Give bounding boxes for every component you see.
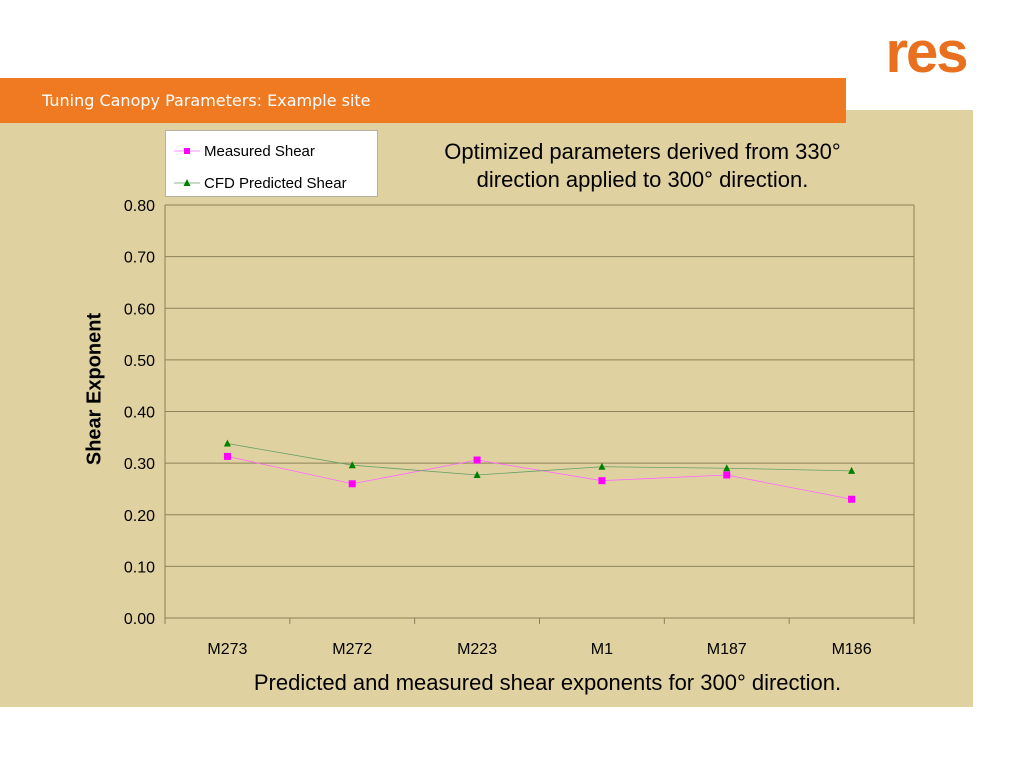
cfd-point — [723, 464, 731, 472]
measured-point — [473, 456, 481, 464]
y-tick-label: 0.50 — [124, 353, 155, 370]
y-tick-label: 0.60 — [124, 301, 155, 318]
x-tick-label: M272 — [332, 641, 372, 658]
y-tick-label: 0.00 — [124, 611, 155, 628]
series-line-cfd — [227, 443, 852, 476]
chart-title-line-1: Optimized parameters derived from 330° — [444, 139, 841, 164]
cfd-point — [473, 470, 481, 478]
logo-text: res — [885, 28, 966, 82]
x-tick-label: M223 — [457, 641, 497, 658]
measured-point — [723, 471, 731, 479]
chart-legend: Measured Shear CFD Predicted Shear — [165, 130, 378, 197]
y-tick-label: 0.30 — [124, 456, 155, 473]
cfd-point — [223, 439, 231, 447]
x-tick-label: M186 — [832, 641, 872, 658]
y-axis-title-text: Shear Exponent — [83, 312, 106, 466]
y-tick-label: 0.40 — [124, 405, 155, 422]
content-panel — [0, 110, 973, 707]
y-tick-label: 0.10 — [124, 559, 155, 576]
res-logo: res — [885, 28, 968, 82]
legend-item-measured: Measured Shear — [166, 140, 377, 162]
legend-label-cfd: CFD Predicted Shear — [204, 175, 347, 192]
x-tick-label: M1 — [591, 641, 613, 658]
page-title: Tuning Canopy Parameters: Example site — [42, 91, 371, 110]
measured-marker-icon — [174, 148, 200, 154]
series-line-measured — [227, 456, 852, 500]
cfd-point — [348, 461, 356, 469]
y-tick-label: 0.70 — [124, 250, 155, 267]
measured-point — [848, 495, 856, 503]
cfd-point — [848, 466, 856, 474]
chart-title: Optimized parameters derived from 330° d… — [400, 138, 885, 194]
cfd-point — [598, 462, 606, 470]
measured-point — [223, 452, 231, 460]
cfd-marker-icon — [174, 179, 200, 186]
x-tick-label: M187 — [707, 641, 747, 658]
y-tick-label: 0.20 — [124, 508, 155, 525]
y-tick-label: 0.80 — [124, 198, 155, 215]
x-tick-label: M273 — [207, 641, 247, 658]
measured-point — [598, 477, 606, 485]
title-bar: Tuning Canopy Parameters: Example site — [0, 78, 846, 123]
measured-point — [348, 480, 356, 488]
legend-item-cfd: CFD Predicted Shear — [166, 172, 377, 194]
x-axis-title: Predicted and measured shear exponents f… — [253, 670, 842, 695]
chart-title-line-2: direction applied to 300° direction. — [476, 167, 809, 192]
legend-label-measured: Measured Shear — [204, 143, 315, 160]
